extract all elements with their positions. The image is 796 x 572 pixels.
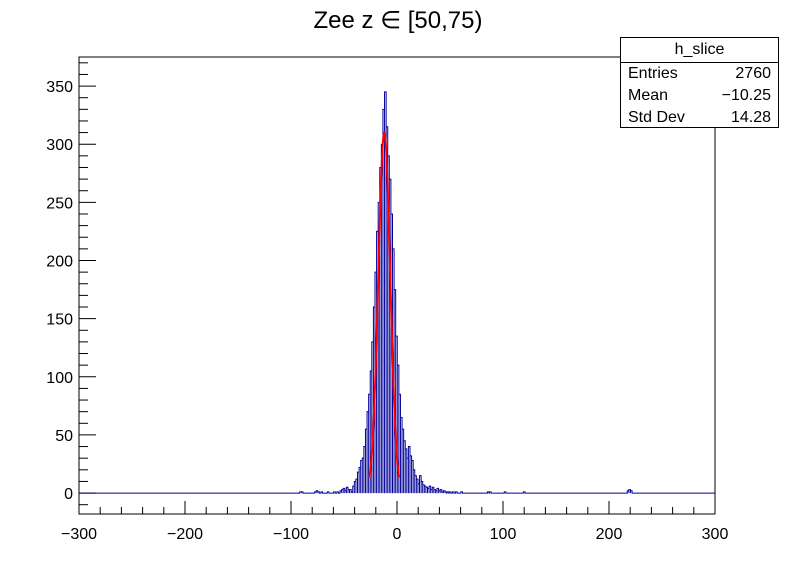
axis-ticks [78,62,716,514]
stats-label: Std Dev [628,109,685,126]
y-tick-label: 100 [46,370,73,387]
y-tick-label: 350 [46,79,73,96]
stats-box: h_slice Entries 2760 Mean −10.25 Std Dev… [620,37,779,128]
stats-label: Mean [628,87,669,104]
x-tick-label: −100 [273,526,309,543]
stats-row-mean: Mean −10.25 [621,85,778,107]
stats-value: −10.25 [721,87,771,104]
x-tick-label: 0 [393,526,402,543]
x-tick-label: 300 [702,526,729,543]
stats-label: Entries [628,65,678,82]
stats-row-entries: Entries 2760 [621,63,778,85]
x-tick-label: 100 [490,526,517,543]
gaussian-fit-curve [368,130,401,478]
y-tick-label: 200 [46,253,73,270]
x-tick-label: −300 [61,526,97,543]
axis-tick-labels: −300 −200 −100 0 100 200 300 0 50 100 150 200 250 300… [46,79,728,543]
chart-title: Zee z ∈ [50,75) [313,7,483,34]
y-tick-label: 250 [46,195,73,212]
histogram-series [79,91,715,494]
y-tick-label: 150 [46,312,73,329]
y-tick-label: 0 [64,486,73,503]
y-tick-label: 50 [55,428,73,445]
stats-box-title: h_slice [621,38,778,63]
stats-row-stddev: Std Dev 14.28 [621,107,778,129]
y-tick-label: 300 [46,137,73,154]
stats-value: 2760 [735,65,771,82]
stats-value: 14.28 [730,109,771,126]
x-tick-label: 200 [596,526,623,543]
x-tick-label: −200 [167,526,203,543]
